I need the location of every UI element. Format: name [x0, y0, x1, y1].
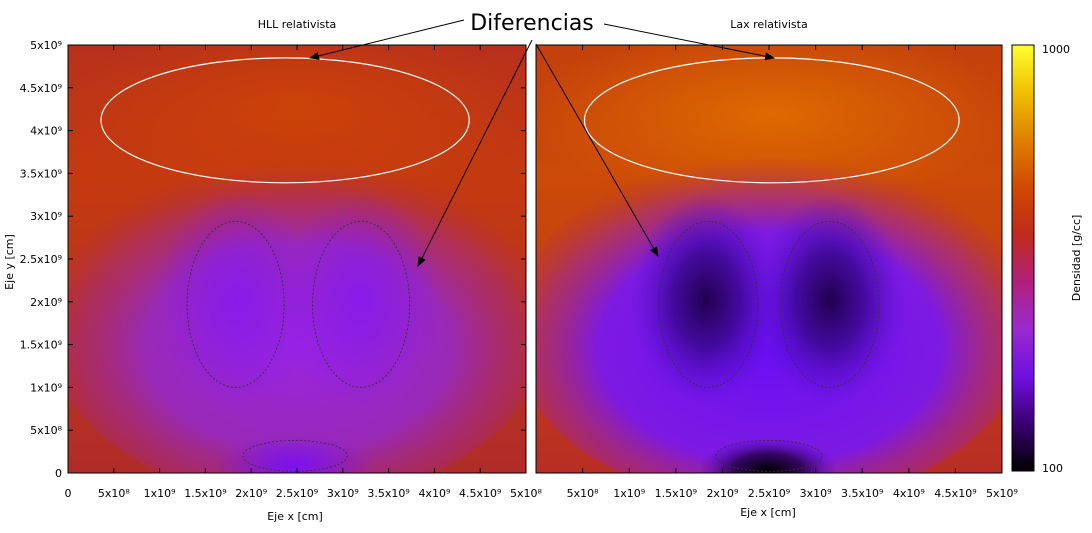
arrow-to-hll-lobes — [417, 39, 533, 267]
y-tick-label: 3x10⁹ — [30, 210, 62, 223]
axes-lax: 5x10⁸ 1x10⁹ 1.5x10⁹ 2x10⁹ 2.5x10⁹ 3x10⁹ 3.5x10… — [567, 45, 1018, 500]
x-tick-label: 5x10⁸ — [98, 487, 131, 500]
arrow-to-hll-top — [309, 19, 465, 60]
x-tick-label: 5x10⁹ — [986, 487, 1018, 500]
y-tick-label: 4x10⁹ — [30, 125, 62, 138]
x-tick-label: 4x10⁹ — [893, 487, 925, 500]
annotation-arrows — [309, 19, 775, 267]
x-tick-label: 4.5x10⁹ — [934, 487, 976, 500]
x-tick-label: 5x10⁸ — [567, 487, 600, 500]
x-axis-label-hll: Eje x [cm] — [267, 510, 323, 523]
x-tick-label: 3.5x10⁹ — [841, 487, 883, 500]
y-tick-label: 4.5x10⁹ — [20, 82, 62, 95]
arrow-to-lax-lobes — [535, 43, 659, 257]
y-tick-label: 1.5x10⁹ — [20, 339, 62, 352]
x-tick-label: 2.5x10⁹ — [748, 487, 790, 500]
colorbar: 1000 100 Densidad [g/cc] — [1011, 43, 1083, 475]
x-tick-label: 1.5x10⁹ — [655, 487, 697, 500]
y-tick-label: 3.5x10⁹ — [20, 167, 62, 180]
highlights-lax — [583, 57, 960, 472]
x-tick-label: 1x10⁹ — [144, 487, 176, 500]
colorbar-title: Densidad [g/cc] — [1070, 215, 1083, 302]
colorbar-min-label: 100 — [1042, 462, 1063, 475]
y-tick-label: 2x10⁹ — [30, 296, 62, 309]
highlight-ellipse-dashed — [186, 220, 285, 388]
y-tick-label: 2.5x10⁹ — [20, 253, 62, 266]
annotation-label: Diferencias — [470, 11, 594, 36]
x-tick-label: 2x10⁹ — [235, 487, 267, 500]
colorbar-max-label: 1000 — [1042, 43, 1070, 56]
x-tick-label: 4x10⁹ — [418, 487, 450, 500]
x-tick-label: 2.5x10⁹ — [276, 487, 318, 500]
x-tick-label: 2x10⁹ — [706, 487, 738, 500]
x-tick-label: 0 — [65, 487, 72, 500]
highlight-ellipse-dashed — [312, 220, 411, 388]
highlight-ellipse-dashed — [658, 220, 759, 388]
x-axis-label-lax: Eje x [cm] — [740, 506, 796, 519]
colorbar-scale — [1011, 44, 1035, 472]
y-tick-label: 1x10⁹ — [30, 381, 62, 394]
x-tick-label: 1.5x10⁹ — [184, 487, 226, 500]
highlight-ellipse-dashed — [242, 440, 348, 472]
axes-hll: 0 5x10⁸ 1x10⁹ 1.5x10⁹ 2x10⁹ 2.5x10⁹ 3x10⁹ 3.5x1… — [20, 39, 543, 500]
y-axis-label-hll: Eje y [cm] — [3, 234, 16, 290]
highlights-hll — [100, 57, 470, 472]
x-tick-label: 4.5x10⁹ — [459, 487, 501, 500]
highlight-ellipse-dashed — [779, 220, 880, 388]
chart-title-lax: Lax relativista — [730, 18, 807, 31]
heatmap-hll — [68, 45, 526, 473]
heatmap-lax — [536, 45, 1002, 473]
x-tick-label: 3x10⁹ — [800, 487, 832, 500]
x-tick-label: 1x10⁹ — [613, 487, 645, 500]
x-tick-label: 5x10⁸ — [510, 487, 543, 500]
highlight-ellipse-solid — [100, 57, 470, 184]
arrow-to-lax-top — [603, 23, 775, 61]
chart-title-hll: HLL relativista — [258, 18, 337, 31]
x-tick-label: 3.5x10⁹ — [367, 487, 409, 500]
y-tick-label: 5x10⁸ — [30, 424, 63, 437]
x-tick-label: 3x10⁹ — [327, 487, 359, 500]
y-tick-label: 0 — [55, 467, 62, 480]
y-tick-label: 5x10⁹ — [30, 39, 62, 52]
